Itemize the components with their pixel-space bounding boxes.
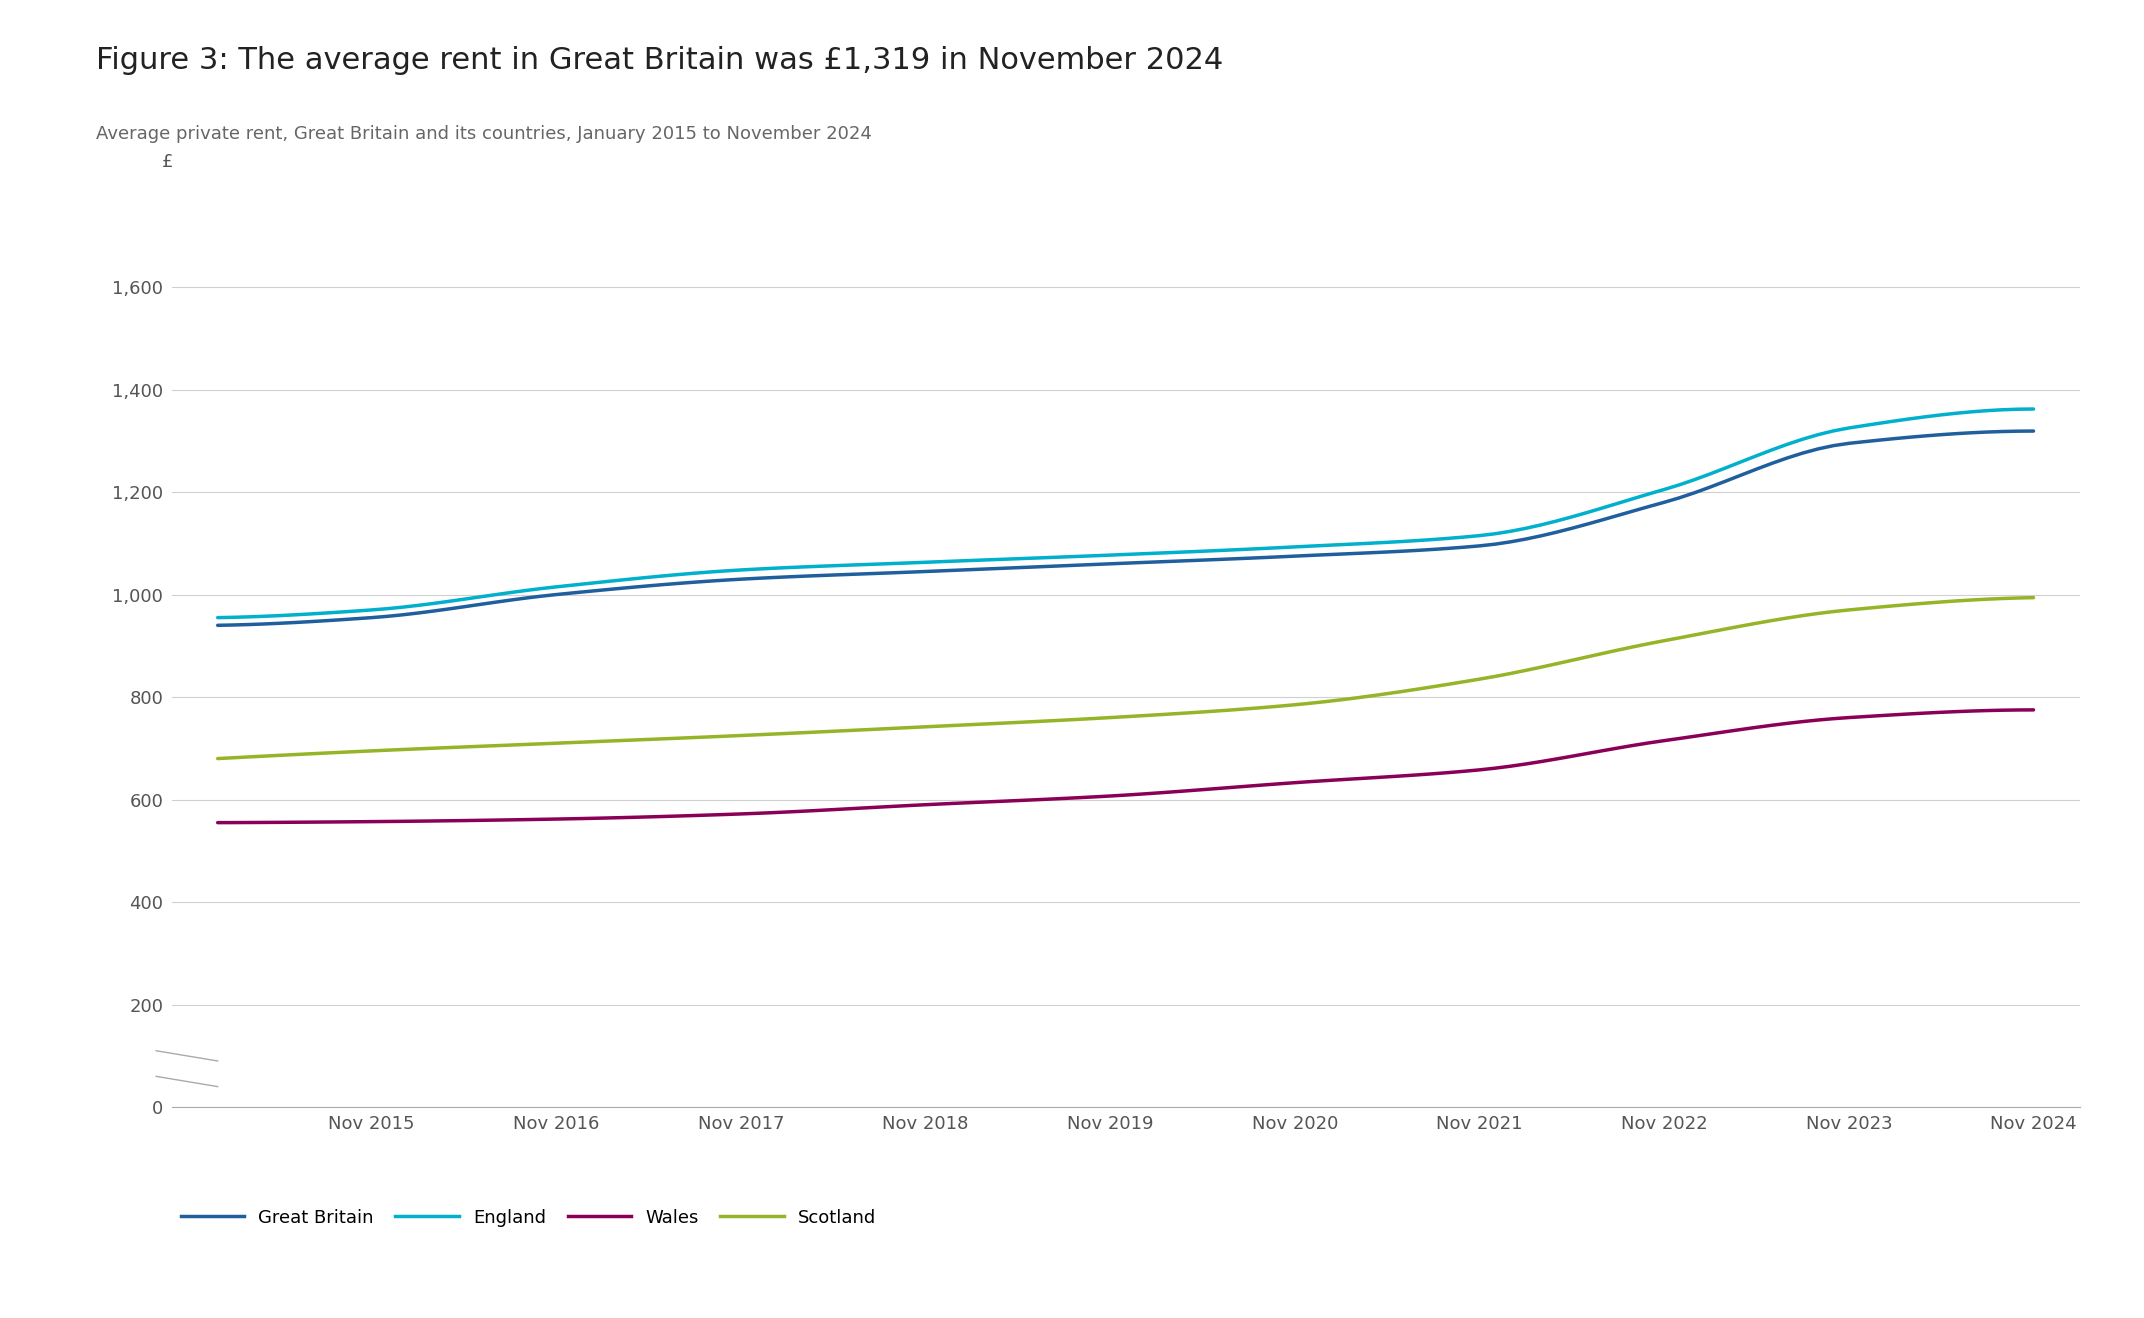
Text: Average private rent, Great Britain and its countries, January 2015 to November : Average private rent, Great Britain and … (96, 125, 873, 144)
Text: Figure 3: The average rent in Great Britain was £1,319 in November 2024: Figure 3: The average rent in Great Brit… (96, 46, 1224, 75)
Text: £: £ (163, 153, 174, 170)
Legend: Great Britain, England, Wales, Scotland: Great Britain, England, Wales, Scotland (180, 1209, 877, 1227)
